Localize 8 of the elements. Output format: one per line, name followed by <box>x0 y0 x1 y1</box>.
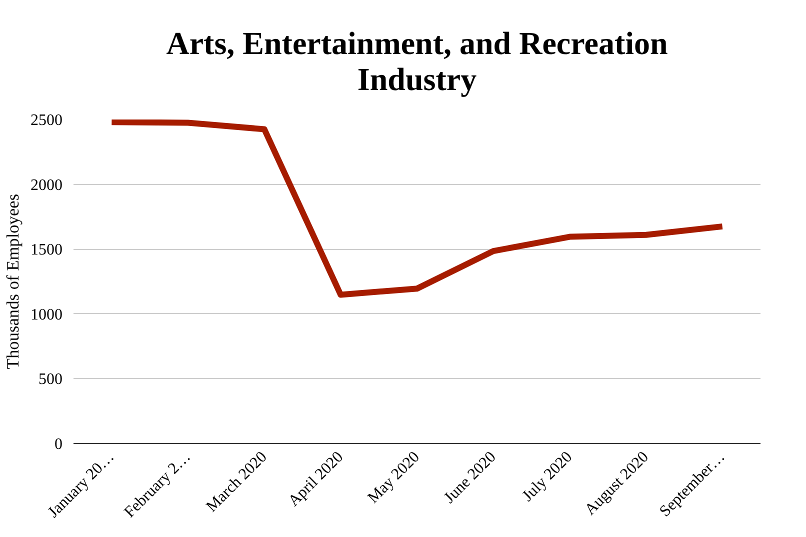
y-tick-label: 500 <box>38 371 62 388</box>
chart-title: Arts, Entertainment, and Recreation Industry <box>166 25 668 97</box>
y-tick-label: 2000 <box>30 176 62 194</box>
y-axis-title: Thousands of Employees <box>4 194 22 370</box>
y-tick-label: 0 <box>54 436 62 453</box>
y-tick-label: 1500 <box>30 242 62 259</box>
y-tick-label: 2500 <box>30 112 62 129</box>
y-tick-label: 1000 <box>30 306 62 324</box>
